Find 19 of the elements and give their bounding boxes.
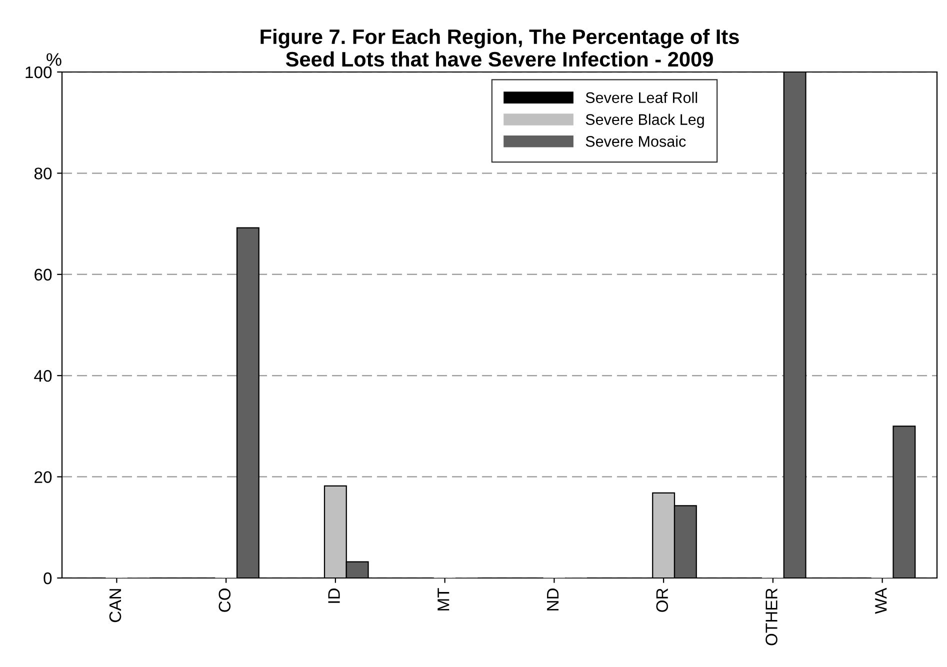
y-tick-label: 0: [44, 572, 52, 584]
x-tick-label: MT: [438, 588, 450, 610]
legend-label: Severe Mosaic: [586, 136, 686, 147]
x-tick-label: OTHER: [766, 588, 778, 646]
legend-label: Severe Black Leg: [586, 114, 704, 128]
y-tick-label: 100: [26, 66, 52, 78]
x-tick-label: OR: [656, 588, 668, 612]
y-axis-title: %: [46, 53, 62, 66]
x-tick-label: CAN: [109, 589, 122, 622]
legend-label: Severe Leaf Roll: [586, 92, 698, 104]
y-tick-label: 60: [34, 268, 52, 281]
x-tick-label: CO: [218, 588, 231, 612]
y-tick-label: 40: [34, 370, 52, 382]
chart-title: Figure 7. For Each Region, The Percentage of Its Seed Lots that have Severe Infection - 2009: [260, 28, 739, 67]
x-tick-label: ID: [328, 588, 340, 603]
y-tick-label: 80: [34, 168, 52, 180]
x-tick-label: ND: [547, 588, 558, 610]
x-tick-label: WA: [875, 588, 887, 614]
y-tick-label: 20: [34, 471, 52, 484]
